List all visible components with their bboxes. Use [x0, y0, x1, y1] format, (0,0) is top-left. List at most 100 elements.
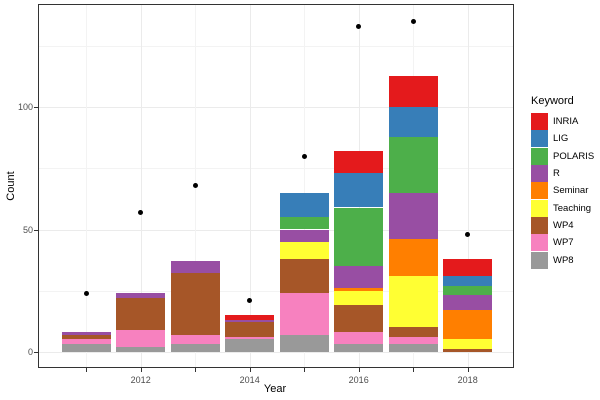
bar-segment-2018-teaching [443, 339, 493, 350]
bar-segment-2017-inria [388, 75, 438, 108]
legend-item-label: Teaching [553, 202, 592, 214]
bar-segment-2011-r [61, 332, 111, 335]
bar-segment-2016-seminar [334, 288, 384, 291]
legend-swatch-wp8 [531, 251, 548, 269]
bar-segment-2014-wp7 [225, 337, 275, 340]
y-axis-title: Count [5, 171, 17, 201]
bar-segment-2012-r [116, 293, 166, 298]
data-point-2013 [192, 183, 198, 188]
bar-segment-2016-polaris [334, 207, 384, 267]
legend-item-teaching: Teaching [531, 199, 594, 217]
data-point-2011 [83, 290, 89, 296]
y-axis-tick [34, 351, 38, 353]
legend-swatch-wp4 [531, 216, 548, 234]
x-axis-title: Year [263, 383, 287, 395]
x-axis-tick [140, 368, 142, 372]
bar-segment-2013-wp8 [170, 344, 220, 352]
bar-segment-2012-wp7 [116, 329, 166, 347]
bar-segment-2016-wp4 [334, 305, 384, 333]
data-point-2015 [301, 153, 307, 159]
legend-swatch-wp7 [531, 234, 548, 252]
bar-segment-2014-inria [225, 315, 275, 320]
legend-swatch-inria [531, 113, 548, 131]
bar-segment-2018-polaris [443, 285, 493, 296]
y-tick-label-100: 100 [17, 102, 33, 113]
bar-segment-2015-polaris [279, 217, 329, 230]
bar-segment-2016-wp7 [334, 332, 384, 345]
bar-segment-2017-r [388, 192, 438, 240]
bar-segment-2018-inria [443, 258, 493, 276]
legend-item-label: R [553, 168, 560, 180]
bar-segment-2016-teaching [334, 290, 384, 306]
legend-item-label: LIG [553, 133, 569, 145]
bar-segment-2017-wp8 [388, 344, 438, 352]
bar-segment-2016-lig [334, 173, 384, 208]
legend-item-seminar: Seminar [531, 182, 594, 200]
data-point-2014 [247, 297, 253, 303]
legend-swatch-r [531, 165, 548, 183]
legend-item-label: WP8 [553, 254, 574, 266]
y-axis-tick [34, 107, 38, 109]
y-tick-label-0: 0 [27, 346, 33, 357]
gridline-vertical [249, 5, 251, 367]
gridline-horizontal-major [39, 351, 513, 353]
bar-segment-2017-wp4 [388, 327, 438, 338]
bar-segment-2018-r [443, 295, 493, 311]
x-axis-tick [304, 368, 306, 372]
legend-swatch-polaris [531, 147, 548, 165]
bar-segment-2017-wp7 [388, 337, 438, 345]
x-axis-tick [249, 368, 251, 372]
bar-segment-2014-wp8 [225, 339, 275, 352]
y-tick-label-50: 50 [22, 224, 33, 235]
bar-segment-2013-wp7 [170, 334, 220, 345]
bar-segment-2011-wp8 [61, 344, 111, 352]
bar-segment-2013-r [170, 261, 220, 274]
data-point-2016 [356, 24, 362, 30]
gridline-horizontal-minor [39, 290, 513, 292]
bar-segment-2017-lig [388, 107, 438, 137]
legend-item-wp8: WP8 [531, 251, 594, 269]
legend: Keyword INRIA LIG POLARIS R Seminar Teaching W… [531, 95, 594, 269]
bar-segment-2011-wp7 [61, 339, 111, 345]
bar-segment-2017-polaris [388, 136, 438, 193]
bar-segment-2015-r [279, 229, 329, 242]
legend-item-label: Seminar [553, 185, 589, 197]
x-tick-label-2018: 2018 [457, 375, 478, 385]
gridline-horizontal-minor [39, 168, 513, 170]
gridline-vertical [140, 5, 142, 367]
legend-item-label: WP7 [553, 237, 574, 249]
gridline-vertical [467, 5, 469, 367]
bar-segment-2013-wp4 [170, 273, 220, 335]
y-axis-tick [34, 229, 38, 231]
bar-segment-2015-wp4 [279, 258, 329, 294]
bar-segment-2014-r [225, 319, 275, 323]
x-axis-tick [195, 368, 197, 372]
bar-segment-2017-teaching [388, 275, 438, 328]
gridline-horizontal-minor [39, 46, 513, 48]
x-axis-tick [413, 368, 415, 372]
bar-segment-2011-wp4 [61, 334, 111, 340]
bar-segment-2012-wp4 [116, 297, 166, 330]
bar-segment-2018-seminar [443, 310, 493, 340]
x-tick-label-2014: 2014 [239, 375, 260, 385]
bar-segment-2017-seminar [388, 239, 438, 276]
bar-segment-2015-wp7 [279, 293, 329, 335]
bar-segment-2015-teaching [279, 241, 329, 259]
legend-item-wp4: WP4 [531, 216, 594, 234]
legend-swatch-seminar [531, 182, 548, 200]
legend-item-label: WP4 [553, 219, 574, 231]
x-tick-label-2016: 2016 [348, 375, 369, 385]
legend-item-r: R [531, 165, 594, 183]
bar-segment-2015-wp8 [279, 334, 329, 352]
x-tick-label-2012: 2012 [130, 375, 151, 385]
legend-items: INRIA LIG POLARIS R Seminar Teaching WP4 WP7 WP8 [531, 113, 594, 269]
data-point-2018 [465, 231, 471, 237]
x-axis-tick [358, 368, 360, 372]
legend-item-label: POLARIS [553, 150, 595, 162]
gridline-vertical [86, 5, 88, 367]
legend-item-polaris: POLARIS [531, 147, 595, 165]
bar-segment-2018-lig [443, 275, 493, 286]
legend-item-lig: LIG [531, 130, 594, 148]
x-axis-tick [467, 368, 469, 372]
